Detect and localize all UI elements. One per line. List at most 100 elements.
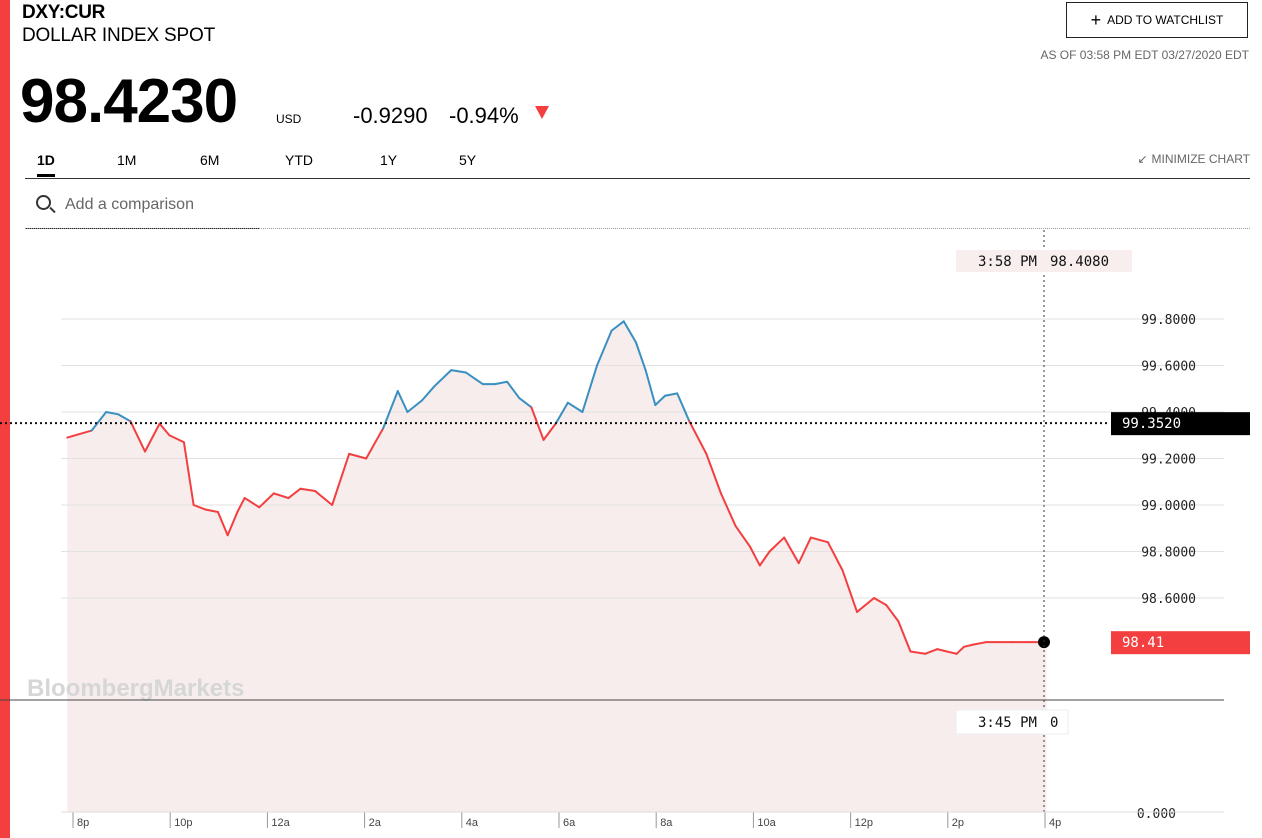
series-segment [506,380,521,400]
x-tick-label: 2a [369,817,382,829]
series-segment [204,508,219,513]
series-segment [622,320,637,344]
series-segment [365,427,385,460]
series-segment [348,452,368,460]
series-segment [924,648,939,655]
y-tick-label: 99.6000 [1141,360,1196,375]
series-segment [634,341,647,372]
series-segment [783,536,800,565]
series-segment [66,429,93,439]
range-tabs: 1D 1M 6M YTD 1Y 5Y ↙ MINIMIZE CHART [25,148,1250,179]
series-segment [226,510,239,537]
series-segment [581,364,599,413]
minimize-icon: ↙ [1137,152,1148,166]
series-segment [688,420,708,455]
series-segment [450,369,467,374]
tab-ytd[interactable]: YTD [285,152,313,168]
last-price: 98.4230 [20,67,238,136]
series-segment [421,385,436,402]
series-segment [554,401,569,425]
crosshair-value: 98.4080 [1050,254,1109,270]
series-segment [610,320,625,332]
series-segment [144,422,161,453]
x-tick-label: 2p [952,817,964,829]
series-segment [192,504,207,511]
x-tick-label: 4p [1049,817,1061,829]
series-segment [464,371,484,386]
series-segment [972,641,987,646]
x-tick-label: 8a [660,817,673,829]
series-segment [493,380,509,386]
tab-1d[interactable]: 1D [37,152,55,177]
tab-1y[interactable]: 1Y [380,152,398,168]
crosshair-time: 3:58 PM [978,254,1037,270]
currency-label: USD [276,112,302,126]
section-divider [25,228,1250,229]
minimize-chart-button[interactable]: ↙ MINIMIZE CHART [1137,152,1250,166]
volume-tip-box [955,709,1069,735]
series-segment [90,411,108,432]
series-segment [664,392,679,397]
y-tick-label: 99.0000 [1141,499,1196,514]
minimize-label: MINIMIZE CHART [1151,152,1250,166]
series-segment [809,536,829,544]
previous-close-label: 99.3520 [1122,416,1181,432]
x-tick-label: 6a [563,817,576,829]
series-segment [734,524,752,548]
x-tick-label: 10p [174,817,192,829]
x-tick-label: 4a [466,817,479,829]
series-segment [566,401,584,413]
x-tick-label: 10a [757,817,776,829]
series-segment [117,413,132,423]
y-tick-label: 98.6000 [1141,592,1196,607]
series-segment [406,399,424,413]
last-value-marker [1111,631,1250,655]
add-to-watchlist-button[interactable]: + ADD TO WATCHLIST [1066,2,1248,38]
watchlist-label: ADD TO WATCHLIST [1107,13,1224,27]
series-segment [258,492,275,509]
series-segment [158,422,171,437]
tab-6m[interactable]: 6M [200,152,220,168]
series-segment [299,487,317,493]
x-tick-label: 12a [271,817,290,829]
watermark: BloombergMarkets [27,675,244,702]
series-segment [530,406,545,441]
series-segment [287,487,302,500]
series-segment [841,569,859,613]
series-segment [396,390,409,413]
volume-tip-value: 0 [1050,715,1058,731]
tab-5y[interactable]: 5Y [459,152,477,168]
down-arrow-icon [535,106,549,119]
series-segment [272,492,290,500]
series-segment [331,452,351,506]
series-segment [826,541,844,572]
series-segment [644,369,657,407]
price-change-percent: -0.94% [449,103,519,128]
series-segment [909,650,927,655]
series-segment [129,420,147,453]
search-icon [36,195,51,210]
comparison-search [25,188,259,229]
series-segment [654,394,667,407]
series-segment [105,411,120,416]
last-value-label: 98.41 [1122,635,1164,651]
series-segment [873,597,888,606]
series-segment [236,497,246,513]
search-input[interactable] [63,191,257,219]
series-segment [936,648,948,653]
security-name: DOLLAR INDEX SPOT [22,25,215,46]
as-of-timestamp: AS OF 03:58 PM EDT 03/27/2020 EDT [1040,48,1249,62]
series-segment [719,492,737,527]
series-segment [885,603,900,623]
series-segment [182,441,195,506]
series-segment [768,536,786,553]
volume-tip-time: 3:45 PM [978,715,1037,731]
price-chart[interactable]: 99.800099.600099.400099.200099.000098.80… [0,230,1262,838]
x-tick-label: 8p [77,817,89,829]
y-tick-label: 0.000 [1137,807,1176,822]
tab-1m[interactable]: 1M [117,152,137,168]
series-segment [596,329,613,367]
y-tick-label: 98.8000 [1141,546,1196,561]
series-segment [243,497,261,509]
series-segment [749,545,761,567]
